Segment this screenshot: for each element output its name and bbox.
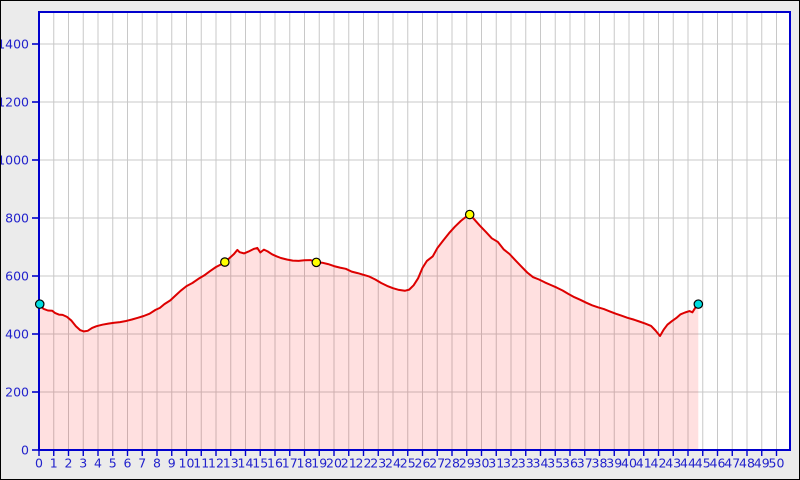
x-tick-label: 50: [769, 456, 785, 471]
x-tick-label: 28: [444, 456, 460, 471]
x-tick-label: 30: [474, 456, 490, 471]
y-tick-label: 400: [5, 327, 29, 342]
peak-marker[interactable]: [464, 209, 475, 220]
x-tick-label: 5: [109, 456, 117, 471]
x-tick-label: 2: [65, 456, 73, 471]
start-marker[interactable]: [34, 299, 45, 309]
x-tick-label: 33: [518, 456, 534, 471]
elevation-area-fill: [39, 214, 699, 450]
x-tick-label: 10: [179, 456, 195, 471]
x-tick-label: 8: [153, 456, 161, 471]
x-tick-label: 7: [138, 456, 146, 471]
plot-area: [39, 12, 790, 450]
x-tick-label: 3: [79, 456, 87, 471]
x-tick-label: 12: [208, 456, 224, 471]
x-tick-label: 47: [724, 456, 740, 471]
x-tick-label: 15: [252, 456, 268, 471]
x-tick-label: 40: [621, 456, 637, 471]
x-tick-label: 16: [267, 456, 283, 471]
x-tick-label: 18: [297, 456, 313, 471]
y-tick-label: 1400: [1, 37, 29, 52]
x-tick-label: 21: [341, 456, 357, 471]
x-tick-label: 36: [562, 456, 578, 471]
x-tick-label: 9: [168, 456, 176, 471]
x-tick-label: 29: [459, 456, 475, 471]
y-tick-label: 800: [5, 211, 29, 226]
x-tick-label: 19: [311, 456, 327, 471]
y-tick-label: 200: [5, 385, 29, 400]
x-tick-label: 0: [35, 456, 43, 471]
x-tick-label: 41: [636, 456, 652, 471]
x-tick-label: 22: [356, 456, 372, 471]
elevation-line: [38, 213, 700, 337]
x-tick-label: 11: [193, 456, 209, 471]
x-tick-label: 38: [592, 456, 608, 471]
waypoint-2-marker[interactable]: [311, 257, 322, 268]
end-marker[interactable]: [693, 299, 704, 309]
y-tick-label: 1000: [1, 153, 29, 168]
y-tick-label: 600: [5, 269, 29, 284]
x-tick-label: 26: [415, 456, 431, 471]
y-tick-label: 0: [21, 443, 29, 458]
x-tick-label: 27: [429, 456, 445, 471]
x-tick-label: 31: [488, 456, 504, 471]
y-tick-label: 1200: [1, 95, 29, 110]
x-tick-label: 1: [50, 456, 58, 471]
x-tick-label: 48: [739, 456, 755, 471]
x-tick-label: 13: [223, 456, 239, 471]
x-tick-label: 39: [606, 456, 622, 471]
waypoint-1-marker[interactable]: [220, 257, 230, 267]
x-tick-label: 17: [282, 456, 298, 471]
x-tick-label: 37: [577, 456, 593, 471]
x-tick-label: 45: [695, 456, 711, 471]
x-tick-label: 4: [94, 456, 102, 471]
x-tick-label: 14: [238, 456, 254, 471]
x-tick-label: 6: [124, 456, 132, 471]
x-tick-label: 20: [326, 456, 342, 471]
x-tick-label: 42: [651, 456, 667, 471]
x-tick-label: 35: [547, 456, 563, 471]
x-tick-label: 34: [533, 456, 549, 471]
x-tick-label: 46: [710, 456, 726, 471]
x-tick-label: 24: [385, 456, 401, 471]
axis-frame: [38, 11, 791, 451]
x-tick-label: 25: [400, 456, 416, 471]
x-tick-label: 49: [754, 456, 770, 471]
x-tick-label: 44: [680, 456, 696, 471]
x-tick-label: 23: [370, 456, 386, 471]
x-tick-label: 43: [665, 456, 681, 471]
x-tick-label: 32: [503, 456, 519, 471]
